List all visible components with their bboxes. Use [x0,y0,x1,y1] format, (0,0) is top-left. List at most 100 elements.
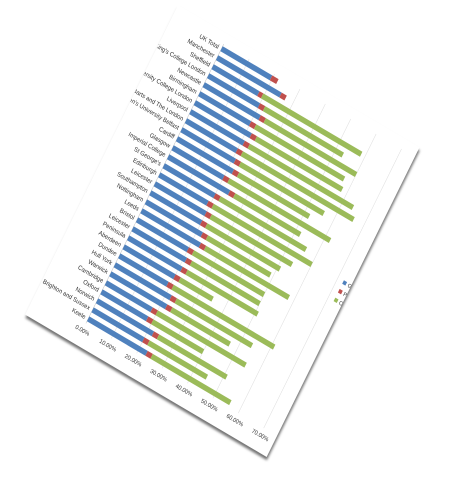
bar-segment [186,247,195,256]
bar-segment [151,319,205,355]
bar-segment [258,115,266,124]
bar-segment [156,334,228,380]
bar-segment [199,220,208,229]
chart-sheet: UK Total Manchester Sheffield King's Colleg… [25,5,420,457]
bar-segment [238,161,325,217]
bar-segment [233,158,242,167]
bar-segment [227,190,236,199]
bar-segment [269,75,279,85]
bar-segment [242,140,251,149]
x-tick-label: 0.00% [74,324,90,338]
bar-segment [198,91,252,127]
bar-segment [203,245,290,301]
bar-segment [248,121,257,130]
bar-segment [211,203,313,268]
bar-segment [155,310,247,368]
bar-segment [175,136,235,175]
bar-segment [144,199,204,238]
bar-segment [170,307,231,347]
legend-label: Other GP [338,300,360,317]
gridline [263,148,402,429]
bar-segment [247,143,355,210]
bar-segment [131,226,188,263]
bar-segment [191,250,266,298]
bar-segment [178,277,214,302]
bar-segment [279,92,287,101]
legend-label: GP [346,283,356,293]
bar-segment [149,190,203,226]
bar-segment [206,200,214,209]
bar-segment [254,136,344,192]
bar-segment [198,242,207,251]
bar-segment [153,181,207,217]
bar-segment [205,235,272,278]
bar-segment [206,73,261,109]
bar-segment [147,340,209,380]
bar-segment [174,298,254,349]
bar-segment [86,316,148,356]
x-tick-label: 50.00% [200,398,219,413]
bar-segment [235,148,244,157]
bar-segment [215,55,282,98]
bar-segment [249,133,257,142]
bar-segment [145,350,153,359]
bar-segment [151,331,160,340]
legend-swatch [337,288,343,295]
x-tick-label: 40.00% [174,383,193,398]
bar-segment [162,163,216,199]
bar-segment [262,106,344,158]
bar-segment [145,316,154,325]
bar-segment [204,211,212,220]
bar-segment [220,46,273,81]
bar-segment [150,307,158,316]
bar-segment [173,274,181,283]
bar-segment [135,217,190,253]
bar-segment [158,172,209,206]
bar-segment [222,175,230,184]
bar-segment [257,91,264,99]
bar-segment [91,307,145,343]
bar-segment [257,103,266,112]
bar-segment [104,280,153,313]
bar-segment [142,337,150,346]
x-tick-label: 20.00% [123,354,142,369]
bar-segment [240,151,355,222]
bar-segment [185,269,259,317]
bar-segment [236,172,311,220]
bar-segment [150,353,232,406]
bar-segment [184,118,238,154]
bar-segment [180,266,188,275]
bar-segment [113,262,172,301]
bar-segment [193,100,252,139]
bar-segment [140,208,202,248]
bar-segment [109,271,168,310]
x-tick-label: 30.00% [149,368,168,383]
bar-segment [231,169,240,178]
bar-segment [263,118,358,177]
x-tick-label: 70.00% [250,428,269,443]
legend-swatch [333,297,339,304]
bar-segment [166,281,174,290]
bar-segment [95,298,155,337]
bar-segment [126,235,183,272]
bar-segment [171,284,276,350]
bar-segment [171,145,225,181]
bar-segment [122,244,176,280]
bar-segment [253,124,346,182]
bar-segment [184,257,193,266]
bar-segment [165,304,173,313]
x-tick-label: 10.00% [98,339,117,354]
x-tick-label: 60.00% [225,413,244,428]
bar-segment [100,289,149,322]
gridline [238,133,377,414]
bar-segment [227,178,332,243]
bar-segment [200,232,209,241]
bar-segment [169,295,177,304]
bar-segment [213,193,221,202]
bar-segment [180,127,237,164]
bar-segment [232,193,302,238]
bar-segment [166,154,231,196]
bar-segment [218,196,308,253]
